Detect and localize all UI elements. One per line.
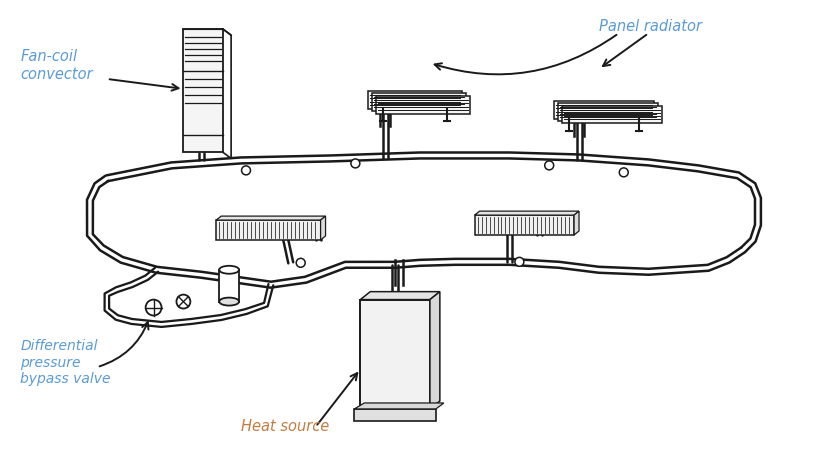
- Circle shape: [242, 166, 251, 175]
- Circle shape: [177, 295, 191, 309]
- Polygon shape: [361, 292, 440, 299]
- Circle shape: [545, 161, 554, 170]
- Polygon shape: [430, 292, 440, 409]
- Circle shape: [515, 257, 524, 266]
- Bar: [183, 29, 223, 153]
- Bar: [376, 96, 470, 113]
- Polygon shape: [321, 216, 326, 240]
- Polygon shape: [475, 211, 579, 215]
- Bar: [217, 220, 321, 240]
- Text: Panel radiator: Panel radiator: [599, 19, 702, 34]
- Bar: [361, 299, 430, 409]
- Bar: [558, 103, 657, 121]
- Text: Differential
pressure
bypass valve: Differential pressure bypass valve: [20, 339, 111, 386]
- Text: Fan-coil
convector: Fan-coil convector: [20, 49, 93, 81]
- Circle shape: [297, 259, 305, 267]
- Bar: [368, 91, 462, 109]
- Polygon shape: [217, 216, 326, 220]
- Bar: [554, 101, 654, 119]
- Ellipse shape: [219, 298, 239, 306]
- Bar: [562, 106, 661, 123]
- Bar: [354, 409, 436, 421]
- Ellipse shape: [219, 266, 239, 274]
- Bar: [219, 270, 239, 302]
- Bar: [372, 93, 466, 111]
- Circle shape: [351, 159, 360, 168]
- Polygon shape: [574, 211, 579, 235]
- Circle shape: [619, 168, 628, 177]
- Text: Heat source: Heat source: [241, 419, 329, 434]
- Bar: [475, 215, 574, 235]
- Polygon shape: [354, 403, 444, 409]
- Circle shape: [146, 299, 162, 315]
